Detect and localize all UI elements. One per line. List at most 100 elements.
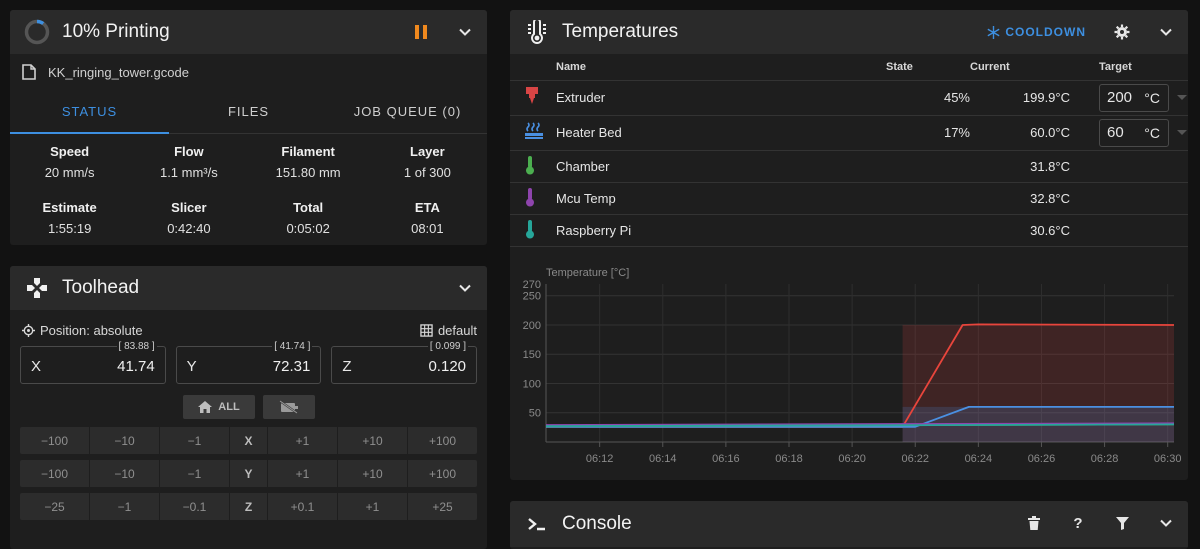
gear-icon[interactable] (1114, 24, 1130, 40)
jog-button[interactable]: +100 (408, 427, 477, 454)
jog-controls: −100 −10 −1 X +1 +10 +100 −100 −10 −1 Y … (20, 427, 477, 520)
sensor-current: 31.8°C (970, 150, 1070, 183)
jog-row-y: −100 −10 −1 Y +1 +10 +100 (20, 460, 477, 487)
y-tick-label: 150 (523, 349, 541, 361)
trash-icon[interactable] (1026, 515, 1042, 531)
bed-target-input[interactable]: 60 °C (1099, 118, 1169, 147)
toolhead-header[interactable]: Toolhead (10, 266, 487, 310)
sensor-name: Chamber (556, 150, 886, 183)
home-x-button[interactable]: X (230, 427, 268, 454)
jog-button[interactable]: −1 (90, 493, 160, 520)
home-all-button[interactable]: ALL (182, 395, 255, 419)
filter-icon[interactable] (1114, 515, 1130, 531)
jog-button[interactable]: +100 (408, 460, 477, 487)
heater-state: 45% (886, 80, 970, 116)
jog-button[interactable]: +1 (338, 493, 408, 520)
home-icon (198, 401, 213, 413)
crosshair-icon (22, 323, 35, 337)
temperature-chart[interactable]: Temperature [°C] 270 50 100 150 200 250 06:12 06… (510, 262, 1188, 480)
col-state: State (886, 54, 970, 81)
jog-row-z: −25 −1 −0.1 Z +0.1 +1 +25 (20, 493, 477, 520)
jog-button[interactable]: +0.1 (268, 493, 338, 520)
y-tick-label: 200 (523, 320, 541, 332)
jog-button[interactable]: −1 (160, 427, 230, 454)
home-z-button[interactable]: Z (230, 493, 268, 520)
terminal-icon (524, 511, 550, 537)
jog-row-x: −100 −10 −1 X +1 +10 +100 (20, 427, 477, 454)
y-axis-label: Temperature [°C] (546, 267, 629, 279)
axis-label: X (31, 358, 42, 375)
x-tick-label: 06:26 (1028, 453, 1056, 465)
console-header[interactable]: Console ? (510, 501, 1188, 547)
thermometer-icon (526, 219, 534, 238)
jog-button[interactable]: −10 (90, 460, 160, 487)
heater-current: 199.9°C (970, 80, 1070, 116)
jog-button[interactable]: −100 (20, 460, 90, 487)
position-mode: Position: absolute (40, 322, 143, 338)
heater-state: 17% (886, 115, 970, 151)
tab-job-queue[interactable]: JOB QUEUE (0) (353, 104, 462, 119)
chevron-down-icon[interactable] (1158, 515, 1174, 531)
heater-name: Heater Bed (556, 115, 886, 151)
axis-limit: [ 0.099 ] (427, 341, 469, 352)
axis-inputs: X [ 83.88 ] 41.74 Y [ 41.74 ] 72.31 Z [ … (10, 340, 487, 384)
pause-icon[interactable] (415, 25, 429, 39)
cooldown-button[interactable]: COOLDOWN (987, 25, 1086, 39)
jog-button[interactable]: +1 (268, 427, 338, 454)
jog-button[interactable]: −1 (160, 460, 230, 487)
tab-status[interactable]: STATUS (10, 90, 169, 134)
z-position-field[interactable]: Z [ 0.099 ] 0.120 (331, 341, 478, 384)
sensor-current: 30.6°C (970, 214, 1070, 247)
chevron-down-icon[interactable] (457, 24, 473, 40)
tab-files[interactable]: FILES (227, 104, 270, 119)
series-line (545, 423, 1175, 428)
axis-value: 72.31 (272, 358, 311, 375)
y-position-field[interactable]: Y [ 41.74 ] 72.31 (175, 341, 322, 384)
table-row: Chamber 31.8°C (510, 150, 1188, 183)
jog-button[interactable]: +10 (338, 427, 408, 454)
profile-selector[interactable]: default (420, 323, 477, 338)
jog-button[interactable]: −0.1 (160, 493, 230, 520)
stat-estimate: Estimate 1:55:19 (42, 200, 97, 236)
console-title: Console (562, 513, 632, 534)
x-position-field[interactable]: X [ 83.88 ] 41.74 (20, 341, 166, 384)
home-row: ALL (10, 395, 487, 419)
sensor-name: Raspberry Pi (556, 214, 886, 247)
heater-current: 60.0°C (970, 115, 1070, 151)
print-tabs: STATUS FILES JOB QUEUE (0) (10, 90, 487, 134)
chevron-down-icon[interactable] (1158, 24, 1174, 40)
jog-button[interactable]: +25 (408, 493, 477, 520)
y-tick-label: 250 (523, 291, 541, 303)
help-icon[interactable]: ? (1073, 514, 1083, 532)
jog-button[interactable]: +1 (268, 460, 338, 487)
stat-slicer: Slicer 0:42:40 (167, 200, 211, 236)
x-tick-label: 06:28 (1091, 453, 1119, 465)
gamepad-icon (24, 275, 50, 301)
jog-button[interactable]: −25 (20, 493, 90, 520)
file-row: KK_ringing_tower.gcode (10, 54, 487, 90)
console-panel: Console ? (510, 501, 1188, 549)
jog-button[interactable]: +10 (338, 460, 408, 487)
extruder-target-input[interactable]: 200 °C (1099, 83, 1169, 112)
jog-button[interactable]: −10 (90, 427, 160, 454)
stat-layer: Layer 1 of 300 (403, 144, 451, 180)
axis-label: Z (342, 358, 352, 375)
heater-bed-icon (525, 122, 543, 139)
preset-dropdown-icon[interactable] (1177, 130, 1187, 135)
motors-off-button[interactable] (262, 395, 315, 419)
printing-header[interactable]: 10% Printing (10, 10, 487, 54)
jog-button[interactable]: −100 (20, 427, 90, 454)
temperatures-header[interactable]: Temperatures COOLDOWN (510, 10, 1188, 54)
motor-off-icon (278, 400, 298, 414)
snowflake-icon (987, 25, 1000, 39)
x-tick-label: 06:16 (712, 453, 740, 465)
x-tick-label: 06:12 (586, 453, 614, 465)
home-y-button[interactable]: Y (230, 460, 268, 487)
progress-ring-icon (24, 19, 50, 45)
table-row: Extruder 45% 199.9°C 200 °C (510, 80, 1188, 116)
thermometer-icon (526, 187, 534, 206)
axis-value: 0.120 (428, 358, 467, 375)
chevron-down-icon[interactable] (457, 280, 473, 296)
axis-limit: [ 83.88 ] (116, 341, 157, 352)
preset-dropdown-icon[interactable] (1177, 95, 1187, 100)
